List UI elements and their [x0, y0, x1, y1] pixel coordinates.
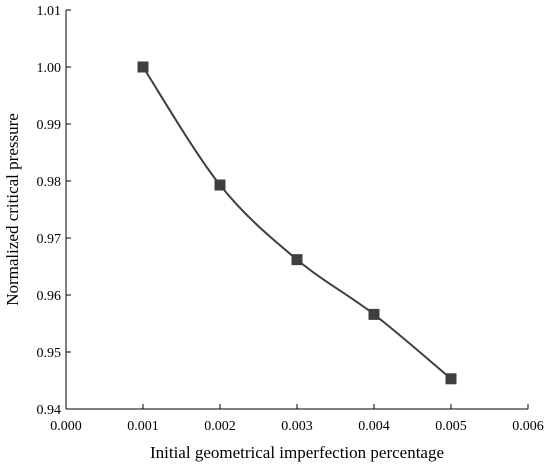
- x-tick-label: 0.003: [281, 419, 313, 434]
- series-line: [142, 66, 452, 380]
- y-tick-label: 1.00: [37, 61, 62, 76]
- x-ticks: 0.000 0.001 0.002 0.003 0.004 0.005 0.006: [50, 404, 544, 434]
- x-tick-label: 0.000: [50, 419, 82, 434]
- y-tick-label: 0.98: [37, 175, 62, 190]
- series-layer: [137, 61, 457, 385]
- y-axis-title: Normalized critical pressure: [3, 113, 22, 306]
- data-point-marker: [368, 308, 380, 320]
- x-axis-title: Initial geometrical imperfection percent…: [150, 443, 444, 462]
- axes: [65, 10, 528, 410]
- y-tick-label: 0.95: [37, 346, 62, 361]
- x-tick-label: 0.001: [127, 419, 159, 434]
- x-tick-label: 0.004: [358, 419, 390, 434]
- data-point-marker: [137, 61, 149, 73]
- y-tick-label: 0.96: [37, 289, 62, 304]
- data-point-marker: [445, 373, 457, 385]
- x-tick-label: 0.002: [204, 419, 236, 434]
- x-tick-label: 0.005: [435, 419, 467, 434]
- x-tick-label: 0.006: [512, 419, 544, 434]
- data-point-marker: [214, 179, 226, 191]
- y-tick-label: 1.01: [37, 4, 62, 19]
- y-tick-label: 0.94: [37, 403, 62, 418]
- y-tick-label: 0.97: [37, 232, 62, 247]
- data-point-marker: [291, 254, 303, 266]
- y-tick-label: 0.99: [37, 118, 62, 133]
- y-ticks: 0.94 0.95 0.96 0.97 0.98 0.99 1.00 1.01: [37, 4, 71, 418]
